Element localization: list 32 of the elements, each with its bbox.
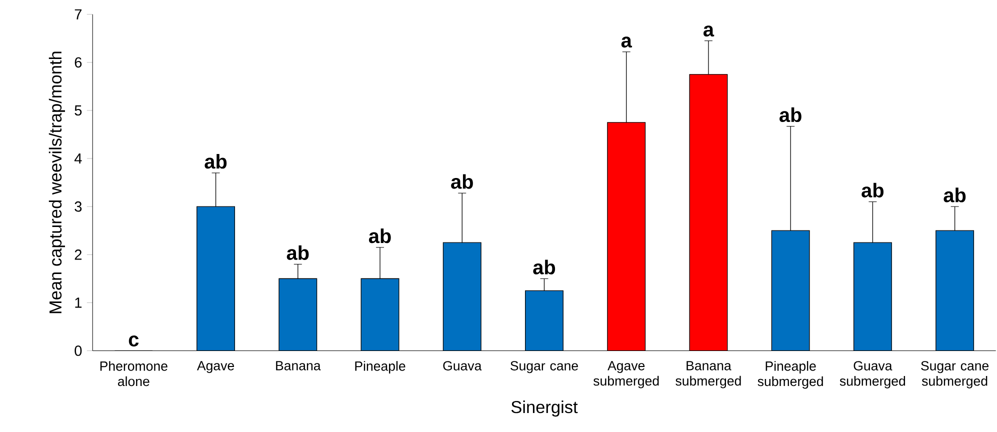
y-tick-label: 3 [74, 201, 82, 212]
annotation: ab [533, 260, 556, 274]
annotation: c [128, 336, 139, 346]
x-axis-title: Sinergist [511, 400, 578, 417]
x-tick-label: Guava submerged [840, 361, 906, 388]
x-tick-label: Sugar cane submerged [921, 361, 989, 388]
y-tick-label: 6 [74, 57, 82, 68]
y-tick-label: 2 [74, 250, 82, 260]
x-tick-label: Pineaple [355, 361, 406, 374]
x-tick-label: Banana submerged [676, 361, 741, 388]
annotation: ab [944, 188, 966, 202]
annotation: ab [451, 174, 473, 189]
y-tick-label: 1 [75, 298, 82, 308]
annotation: ab [368, 228, 391, 244]
y-tick-label: 0 [74, 346, 82, 356]
annotation: ab [286, 245, 309, 260]
y-tick-label: 5 [74, 105, 82, 116]
annotation: ab [862, 182, 884, 198]
x-tick-label: Pheromone alone [100, 361, 168, 386]
x-tick-label: Banana [276, 361, 321, 370]
y-tick-label: 7 [74, 9, 82, 20]
y-tick-label: 4 [74, 154, 82, 164]
y-axis-title: Mean captured weevils/trap/month [48, 52, 65, 314]
annotation: a [704, 26, 714, 37]
annotation: a [621, 36, 632, 48]
x-tick-label: Guava [443, 361, 482, 370]
x-tick-label: Agave [196, 361, 234, 373]
annotation: ab [780, 107, 802, 122]
x-tick-label: Sugar cane [510, 361, 578, 374]
x-tick-label: Agave submerged [593, 361, 659, 388]
annotation: ab [204, 154, 227, 169]
x-tick-label: Pineaple submerged [758, 361, 823, 389]
